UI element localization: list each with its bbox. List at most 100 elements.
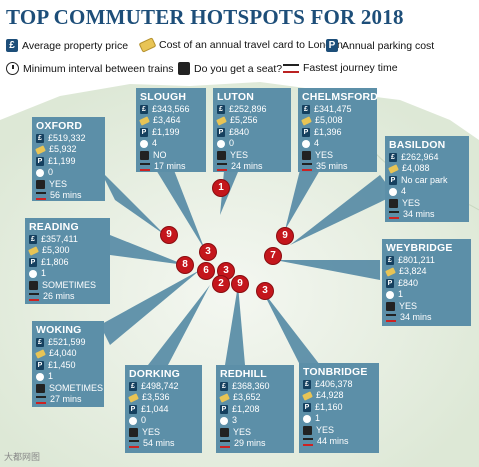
map-pin[interactable]: 3: [199, 243, 217, 261]
seat-icon: [303, 425, 312, 435]
map-pin[interactable]: 9: [276, 227, 294, 245]
travel-card-icon: [385, 267, 396, 277]
clock-icon: [220, 416, 228, 425]
map-pin[interactable]: 3: [256, 282, 274, 300]
seat-row: YES: [303, 425, 375, 436]
clock-icon: [302, 139, 310, 148]
property-price: £406,378: [315, 379, 353, 389]
seat-row: YES: [389, 198, 465, 209]
train-interval: 1: [398, 289, 404, 300]
seat-availability: SOMETIMES: [42, 279, 97, 290]
town-panel-dorking: DORKING £ £498,742 £3,536 P £1,044 0 YES 5…: [125, 365, 202, 453]
town-panel-redhill: REDHILL £ £368,360 £3,652 P £1,208 3 YES 2…: [216, 365, 294, 453]
travel-card-cost: £3,464: [153, 115, 181, 126]
travel-card-icon: [388, 164, 399, 174]
legend-item-interval: Minimum interval between trains: [6, 62, 174, 75]
property-price: £519,332: [48, 133, 86, 143]
train-interval: 1: [315, 413, 321, 424]
town-panel-oxford: OXFORD £ £519,332 £5,932 P £1,199 0 YES 56…: [32, 117, 105, 201]
seat-icon: [36, 179, 45, 189]
map-pin[interactable]: 2: [212, 275, 230, 293]
seat-icon: [389, 198, 398, 208]
map-pin[interactable]: 6: [197, 262, 215, 280]
seat-availability: YES: [49, 178, 68, 189]
train-interval: 3: [232, 415, 238, 426]
property-price: £368,360: [232, 381, 270, 391]
interval-row: 4: [140, 138, 202, 149]
town-panel-reading: READING £ £357,411 £5,300 P £1,806 1 SOMET…: [25, 218, 110, 304]
parking-row: P No car park: [389, 175, 465, 186]
journey-time: 29 mins: [234, 438, 266, 449]
travel-card-row: £4,928: [302, 390, 375, 401]
pound-note-icon: £: [217, 105, 225, 115]
parking-icon: P: [217, 128, 225, 138]
legend-label: Fastest journey time: [303, 62, 398, 74]
map-pin[interactable]: 9: [231, 275, 249, 293]
legend-label: Minimum interval between trains: [23, 62, 174, 75]
property-price: £252,896: [229, 104, 267, 114]
seat-row: YES: [220, 427, 290, 438]
map-pin[interactable]: 8: [176, 256, 194, 274]
journey-time: 44 mins: [317, 436, 349, 447]
travel-card-row: £3,824: [385, 266, 467, 277]
travel-card-row: £4,040: [35, 348, 100, 359]
legend-item-seat: Do you get a seat?: [178, 62, 282, 75]
map-pin[interactable]: 7: [264, 247, 282, 265]
travel-card-cost: £3,652: [233, 392, 261, 403]
journey-time-icon: [36, 191, 46, 200]
train-interval: 1: [48, 371, 54, 382]
parking-icon: P: [326, 39, 338, 52]
seat-availability: SOMETIMES: [49, 382, 104, 393]
town-name: READING: [29, 221, 79, 233]
legend-label: Annual parking cost: [342, 39, 435, 52]
seat-availability: YES: [316, 424, 335, 435]
clock-icon: [29, 269, 37, 278]
seat-icon: [220, 427, 229, 437]
journey-row: 54 mins: [129, 438, 198, 449]
journey-time-icon: [29, 292, 39, 301]
parking-row: P £1,208: [220, 404, 290, 415]
legend-item-property-price: £ Average property price: [6, 39, 128, 52]
parking-row: P £1,160: [303, 402, 375, 413]
property-price: £801,211: [398, 255, 435, 265]
travel-card-cost: £4,040: [49, 348, 77, 359]
pound-note-icon: £: [140, 105, 148, 115]
train-interval: 4: [152, 138, 158, 149]
parking-row: P £1,396: [302, 127, 373, 138]
seat-icon: [302, 150, 311, 160]
town-panel-weybridge: WEYBRIDGE £ £801,211 £3,824 P £840 1 YES 3…: [382, 239, 471, 326]
travel-card-cost: £3,824: [399, 266, 427, 277]
journey-time: 35 mins: [316, 161, 348, 172]
journey-time-icon: [140, 162, 150, 171]
travel-card-icon: [138, 37, 157, 53]
journey-time-icon: [302, 162, 312, 171]
seat-icon: [29, 280, 38, 290]
town-panel-tonbridge: TONBRIDGE £ £406,378 £4,928 P £1,160 1 YES…: [299, 363, 379, 453]
seat-row: YES: [302, 150, 373, 161]
journey-time: 56 mins: [50, 190, 82, 201]
parking-row: P £1,806: [29, 257, 106, 268]
town-panel-basildon: BASILDON £ £262,964 £4,088 P No car park 4…: [385, 136, 469, 222]
parking-row: P £840: [386, 278, 467, 289]
legend-item-journey: Fastest journey time: [283, 62, 398, 74]
journey-time-icon: [303, 437, 313, 446]
journey-row: 29 mins: [220, 438, 290, 449]
travel-card-row: £5,008: [301, 115, 373, 126]
parking-row: P £840: [217, 127, 287, 138]
pound-note-icon: £: [6, 39, 18, 52]
travel-card-row: £5,256: [216, 115, 287, 126]
journey-time-icon: [36, 395, 46, 404]
travel-card-cost: £3,536: [142, 392, 170, 403]
travel-card-row: £3,464: [139, 115, 202, 126]
town-name: DORKING: [129, 368, 180, 380]
journey-time-icon: [389, 210, 399, 219]
journey-time: 17 mins: [154, 161, 186, 172]
seat-availability: YES: [233, 426, 252, 437]
journey-time-icon: [217, 162, 227, 171]
map-pin[interactable]: 9: [160, 226, 178, 244]
parking-icon: P: [220, 405, 228, 415]
interval-row: 3: [220, 415, 290, 426]
legend-item-parking: P Annual parking cost: [326, 39, 434, 52]
clock-icon: [217, 139, 225, 148]
map-pin[interactable]: 1: [212, 179, 230, 197]
